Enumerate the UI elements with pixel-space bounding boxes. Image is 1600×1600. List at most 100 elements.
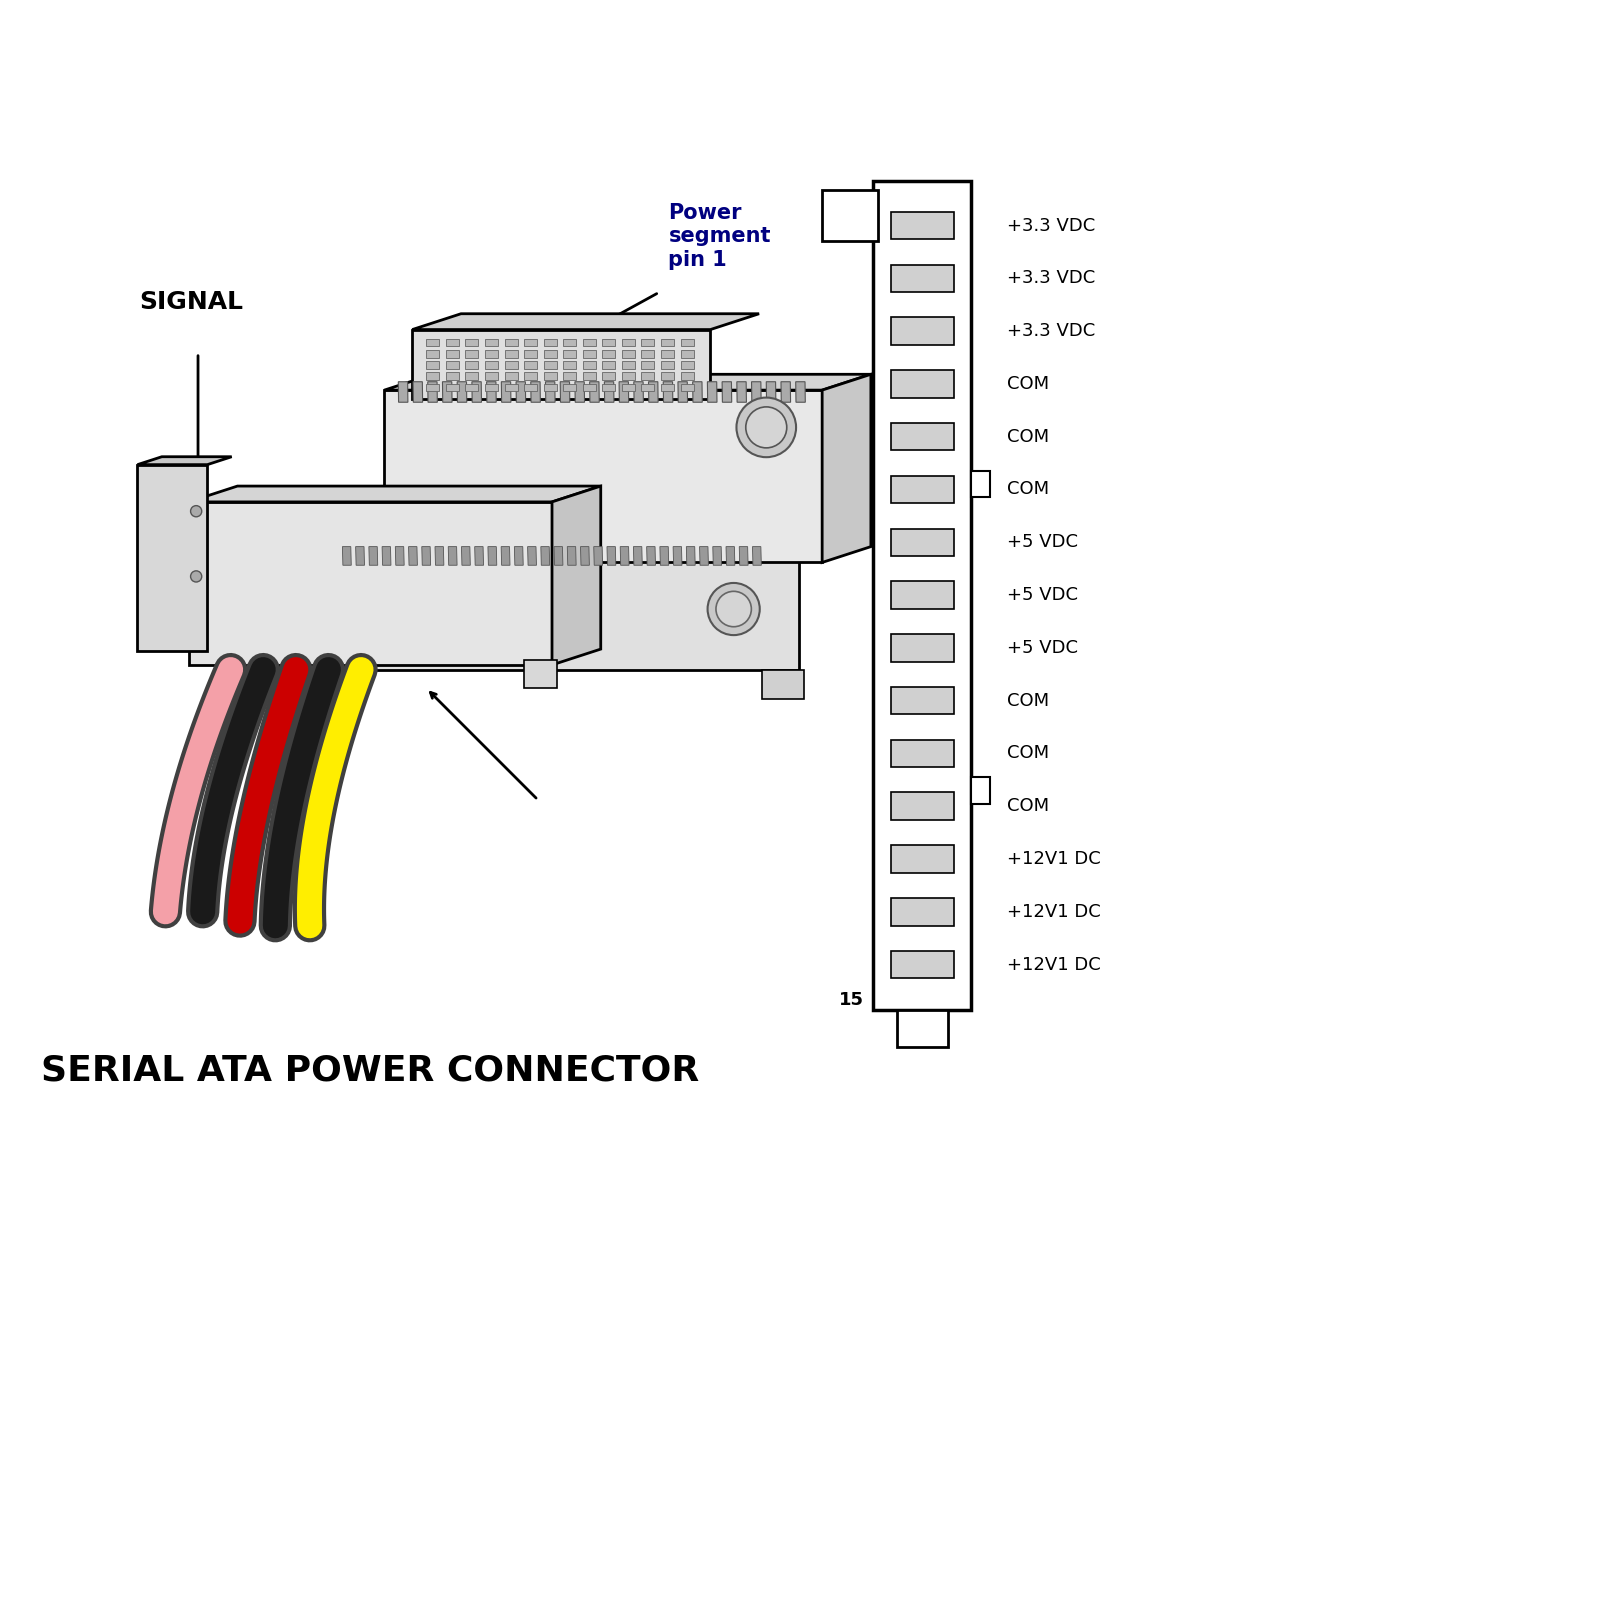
Polygon shape bbox=[546, 382, 555, 402]
Polygon shape bbox=[693, 382, 702, 402]
Polygon shape bbox=[355, 547, 365, 565]
Text: +3.3 VDC: +3.3 VDC bbox=[1006, 269, 1094, 288]
Bar bbox=[544, 384, 557, 390]
Polygon shape bbox=[189, 486, 600, 502]
Polygon shape bbox=[619, 382, 629, 402]
Polygon shape bbox=[472, 382, 482, 402]
Circle shape bbox=[736, 397, 797, 458]
Bar bbox=[661, 362, 674, 368]
Bar bbox=[504, 384, 517, 390]
Bar bbox=[762, 669, 803, 699]
Polygon shape bbox=[528, 547, 536, 565]
Circle shape bbox=[190, 506, 202, 517]
Polygon shape bbox=[342, 547, 352, 565]
Bar bbox=[426, 362, 440, 368]
Bar bbox=[891, 475, 954, 504]
Bar bbox=[504, 339, 517, 346]
Bar bbox=[466, 384, 478, 390]
Bar bbox=[544, 362, 557, 368]
Polygon shape bbox=[552, 486, 600, 666]
Circle shape bbox=[190, 571, 202, 582]
Bar bbox=[661, 339, 674, 346]
Text: +3.3 VDC: +3.3 VDC bbox=[1006, 322, 1094, 341]
Bar bbox=[602, 339, 616, 346]
Circle shape bbox=[707, 582, 760, 635]
Polygon shape bbox=[781, 382, 790, 402]
Bar bbox=[485, 350, 498, 357]
Bar bbox=[544, 350, 557, 357]
Bar bbox=[563, 350, 576, 357]
Polygon shape bbox=[333, 558, 798, 669]
Bar bbox=[602, 362, 616, 368]
Polygon shape bbox=[189, 502, 552, 666]
Polygon shape bbox=[435, 547, 443, 565]
Bar bbox=[661, 384, 674, 390]
Polygon shape bbox=[752, 382, 762, 402]
Bar bbox=[602, 350, 616, 357]
Text: COM: COM bbox=[1006, 744, 1048, 763]
Polygon shape bbox=[395, 547, 405, 565]
Bar bbox=[642, 339, 654, 346]
Bar bbox=[446, 384, 459, 390]
Polygon shape bbox=[726, 547, 734, 565]
Polygon shape bbox=[574, 382, 584, 402]
Bar bbox=[485, 373, 498, 379]
Polygon shape bbox=[739, 547, 749, 565]
Bar bbox=[525, 384, 538, 390]
Polygon shape bbox=[738, 382, 747, 402]
Polygon shape bbox=[686, 547, 694, 565]
Bar bbox=[622, 362, 635, 368]
Polygon shape bbox=[461, 547, 470, 565]
Bar bbox=[504, 350, 517, 357]
Polygon shape bbox=[475, 547, 483, 565]
Bar bbox=[661, 350, 674, 357]
Bar bbox=[622, 384, 635, 390]
Bar bbox=[622, 350, 635, 357]
Polygon shape bbox=[398, 382, 408, 402]
Bar bbox=[563, 339, 576, 346]
Bar bbox=[563, 362, 576, 368]
Bar bbox=[426, 339, 440, 346]
Text: Power
segment
pin 1: Power segment pin 1 bbox=[669, 203, 771, 270]
Polygon shape bbox=[659, 547, 669, 565]
Bar bbox=[891, 370, 954, 398]
Text: COM: COM bbox=[1006, 480, 1048, 499]
Polygon shape bbox=[606, 547, 616, 565]
Polygon shape bbox=[594, 547, 603, 565]
Bar bbox=[525, 339, 538, 346]
Bar bbox=[582, 362, 595, 368]
Text: SIGNAL: SIGNAL bbox=[139, 290, 243, 314]
Bar bbox=[891, 422, 954, 451]
Circle shape bbox=[715, 592, 752, 627]
Polygon shape bbox=[384, 390, 822, 563]
Bar bbox=[891, 317, 954, 346]
Bar bbox=[466, 339, 478, 346]
Bar bbox=[891, 845, 954, 872]
Polygon shape bbox=[712, 547, 722, 565]
Text: +5 VDC: +5 VDC bbox=[1006, 638, 1078, 658]
Polygon shape bbox=[333, 542, 848, 558]
Polygon shape bbox=[678, 382, 688, 402]
Polygon shape bbox=[448, 547, 458, 565]
Bar bbox=[891, 581, 954, 608]
Bar bbox=[680, 384, 694, 390]
Polygon shape bbox=[443, 382, 453, 402]
Polygon shape bbox=[531, 382, 541, 402]
Bar bbox=[622, 339, 635, 346]
Polygon shape bbox=[795, 382, 805, 402]
Bar bbox=[544, 373, 557, 379]
Bar bbox=[446, 339, 459, 346]
Polygon shape bbox=[822, 374, 870, 563]
Bar bbox=[582, 350, 595, 357]
Bar bbox=[822, 190, 878, 242]
Bar bbox=[642, 362, 654, 368]
Text: COM: COM bbox=[1006, 797, 1048, 816]
Bar bbox=[642, 373, 654, 379]
Polygon shape bbox=[422, 547, 430, 565]
Polygon shape bbox=[458, 382, 467, 402]
Polygon shape bbox=[486, 382, 496, 402]
Polygon shape bbox=[752, 547, 762, 565]
Bar bbox=[891, 898, 954, 925]
Bar bbox=[466, 350, 478, 357]
Text: COM: COM bbox=[1006, 374, 1048, 394]
